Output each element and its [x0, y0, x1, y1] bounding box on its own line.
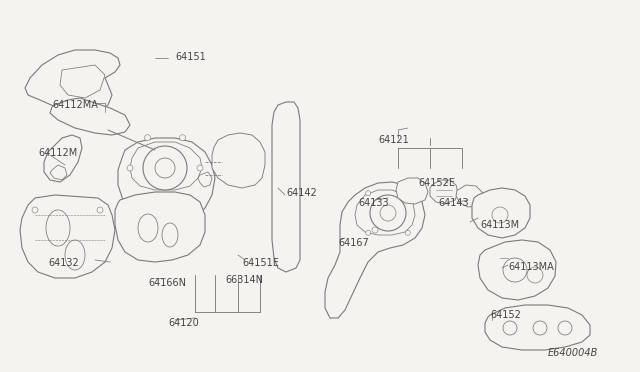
Text: 64121: 64121: [378, 135, 409, 145]
Text: 64151E: 64151E: [242, 258, 279, 268]
Text: 64142: 64142: [286, 188, 317, 198]
Polygon shape: [222, 145, 262, 185]
Text: E640004B: E640004B: [548, 348, 598, 358]
Text: 64152: 64152: [490, 310, 521, 320]
Circle shape: [503, 258, 527, 282]
Polygon shape: [115, 192, 205, 262]
Circle shape: [127, 165, 133, 171]
Text: 64113M: 64113M: [480, 220, 519, 230]
Text: 64152E: 64152E: [418, 178, 455, 188]
Circle shape: [527, 267, 543, 283]
Circle shape: [405, 230, 410, 235]
Polygon shape: [472, 188, 530, 238]
Ellipse shape: [162, 223, 178, 247]
Circle shape: [155, 158, 175, 178]
Text: 64143: 64143: [438, 198, 468, 208]
Text: 64120: 64120: [168, 318, 199, 328]
Circle shape: [179, 135, 186, 141]
Polygon shape: [118, 138, 215, 228]
Ellipse shape: [138, 214, 158, 242]
Polygon shape: [20, 195, 115, 278]
Polygon shape: [272, 102, 300, 272]
Polygon shape: [478, 240, 556, 300]
Ellipse shape: [65, 240, 85, 270]
Circle shape: [372, 227, 378, 233]
Polygon shape: [430, 180, 458, 204]
Polygon shape: [212, 133, 265, 188]
Circle shape: [97, 207, 103, 213]
Text: 64112MA: 64112MA: [52, 100, 98, 110]
Text: 64112M: 64112M: [38, 148, 77, 158]
Polygon shape: [456, 185, 483, 207]
Ellipse shape: [46, 210, 70, 246]
Circle shape: [492, 207, 508, 223]
Polygon shape: [396, 178, 428, 204]
Polygon shape: [25, 50, 120, 115]
Circle shape: [533, 321, 547, 335]
Text: 64133: 64133: [358, 198, 388, 208]
Circle shape: [405, 191, 410, 196]
Polygon shape: [325, 182, 425, 318]
Circle shape: [32, 207, 38, 213]
Text: 64151: 64151: [175, 52, 205, 62]
Circle shape: [365, 230, 371, 235]
Polygon shape: [44, 135, 82, 182]
Polygon shape: [198, 172, 212, 187]
Circle shape: [380, 205, 396, 221]
Polygon shape: [130, 142, 202, 190]
Circle shape: [197, 165, 203, 171]
Text: 64113MA: 64113MA: [508, 262, 554, 272]
Circle shape: [370, 195, 406, 231]
Circle shape: [145, 195, 150, 201]
Text: 64166N: 64166N: [148, 278, 186, 288]
Circle shape: [558, 321, 572, 335]
Polygon shape: [50, 165, 67, 180]
Circle shape: [179, 195, 186, 201]
Polygon shape: [50, 98, 130, 135]
Text: 66314N: 66314N: [225, 275, 263, 285]
Text: 64167: 64167: [338, 238, 369, 248]
Circle shape: [503, 321, 517, 335]
Circle shape: [234, 157, 250, 173]
Circle shape: [143, 146, 187, 190]
Text: 64132: 64132: [48, 258, 79, 268]
Circle shape: [240, 163, 244, 167]
Polygon shape: [60, 65, 105, 98]
Circle shape: [365, 191, 371, 196]
Polygon shape: [355, 190, 415, 235]
Circle shape: [145, 135, 150, 141]
Polygon shape: [485, 305, 590, 350]
